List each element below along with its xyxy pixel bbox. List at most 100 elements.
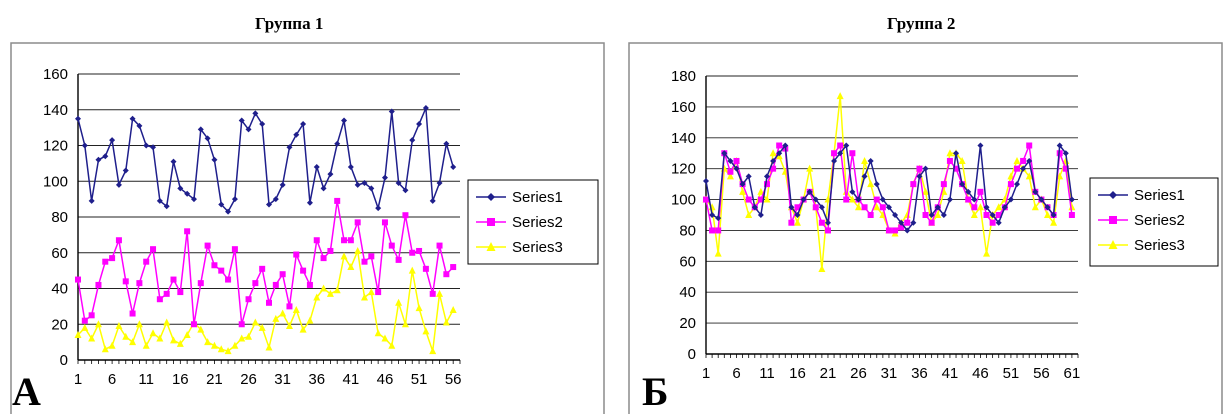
data-point bbox=[381, 174, 388, 181]
data-point bbox=[177, 289, 184, 296]
data-point bbox=[715, 227, 722, 234]
data-point bbox=[190, 321, 197, 328]
data-point bbox=[983, 249, 991, 257]
data-point bbox=[745, 211, 753, 218]
data-point bbox=[334, 197, 341, 204]
data-point bbox=[751, 204, 758, 211]
data-point bbox=[922, 165, 929, 172]
data-point bbox=[873, 196, 880, 203]
data-point bbox=[136, 122, 143, 129]
data-point bbox=[115, 237, 122, 244]
legend: Series1 Series2 Series3 bbox=[1089, 177, 1219, 267]
data-point bbox=[733, 157, 740, 164]
data-point bbox=[818, 265, 826, 273]
data-point bbox=[292, 305, 300, 313]
data-point bbox=[842, 187, 850, 195]
data-point bbox=[976, 203, 984, 211]
data-point bbox=[211, 156, 218, 163]
legend-marker bbox=[486, 242, 496, 251]
data-point bbox=[108, 341, 116, 349]
data-point bbox=[259, 265, 266, 272]
series-3 bbox=[702, 92, 1076, 273]
data-point bbox=[928, 219, 935, 226]
data-point bbox=[831, 157, 838, 164]
x-tick-label: 11 bbox=[138, 371, 154, 388]
data-point bbox=[341, 237, 348, 244]
data-point bbox=[745, 196, 752, 203]
data-point bbox=[231, 196, 238, 203]
y-tick-label: 180 bbox=[671, 68, 696, 85]
data-point bbox=[408, 266, 416, 274]
data-point bbox=[1013, 156, 1021, 164]
y-tick-label: 60 bbox=[51, 245, 68, 262]
data-point bbox=[272, 196, 279, 203]
data-point bbox=[313, 237, 320, 244]
data-point bbox=[898, 224, 905, 231]
data-point bbox=[849, 188, 856, 195]
data-point bbox=[745, 173, 752, 180]
data-point bbox=[395, 180, 402, 187]
data-point bbox=[1031, 203, 1039, 211]
data-point bbox=[1068, 212, 1075, 218]
data-point bbox=[422, 327, 430, 335]
data-point bbox=[354, 181, 361, 188]
data-point bbox=[892, 227, 899, 234]
y-tick-label: 40 bbox=[679, 284, 696, 301]
data-point bbox=[436, 180, 443, 187]
series-3 bbox=[74, 246, 457, 355]
data-point bbox=[837, 142, 844, 149]
data-point bbox=[843, 142, 850, 149]
data-point bbox=[156, 296, 163, 303]
y-tick-label: 20 bbox=[51, 316, 68, 333]
data-point bbox=[422, 104, 429, 111]
data-point bbox=[709, 227, 716, 234]
x-tick-label: 36 bbox=[911, 365, 928, 382]
data-point bbox=[989, 212, 996, 218]
data-point bbox=[916, 173, 923, 180]
data-point bbox=[763, 173, 770, 180]
x-tick-label: 46 bbox=[377, 371, 394, 388]
data-point bbox=[272, 314, 280, 322]
data-point bbox=[401, 320, 409, 328]
data-point bbox=[109, 137, 116, 144]
data-point bbox=[727, 157, 734, 164]
series-2 bbox=[703, 142, 1075, 234]
data-point bbox=[101, 345, 109, 353]
y-tick-label: 0 bbox=[688, 346, 696, 363]
data-point bbox=[95, 156, 102, 163]
data-point bbox=[197, 126, 204, 133]
y-tick-label: 140 bbox=[43, 102, 68, 119]
data-point bbox=[703, 178, 709, 185]
x-tick-label: 41 bbox=[343, 371, 360, 388]
data-point bbox=[429, 347, 437, 355]
data-point bbox=[210, 341, 218, 349]
data-point bbox=[279, 181, 286, 188]
group-2-title: Группа 2 bbox=[887, 14, 956, 33]
data-point bbox=[217, 345, 225, 353]
data-point bbox=[197, 280, 204, 287]
data-point bbox=[769, 149, 777, 157]
data-point bbox=[1007, 181, 1014, 188]
data-point bbox=[231, 246, 238, 253]
data-point bbox=[812, 196, 819, 203]
data-point bbox=[995, 219, 1002, 226]
y-tick-label: 40 bbox=[51, 281, 68, 298]
data-point bbox=[163, 203, 170, 210]
data-point bbox=[977, 142, 984, 149]
data-point bbox=[442, 318, 450, 326]
data-point bbox=[788, 204, 795, 211]
data-point bbox=[837, 150, 844, 157]
data-point bbox=[436, 289, 444, 297]
data-point bbox=[922, 187, 930, 195]
data-point bbox=[75, 276, 81, 283]
data-point bbox=[1068, 196, 1075, 203]
data-point bbox=[327, 247, 334, 254]
data-point bbox=[115, 181, 122, 188]
data-point bbox=[867, 157, 874, 164]
chart-panel-group-2: 0 20 40 60 80 100 120 140 160 180 1 6 11 16 21 26 31 36 41… bbox=[628, 42, 1223, 414]
x-tick-label: 51 bbox=[1003, 365, 1020, 382]
data-point bbox=[395, 256, 402, 263]
data-point bbox=[368, 253, 375, 260]
data-point bbox=[170, 158, 177, 165]
data-point bbox=[861, 173, 868, 180]
